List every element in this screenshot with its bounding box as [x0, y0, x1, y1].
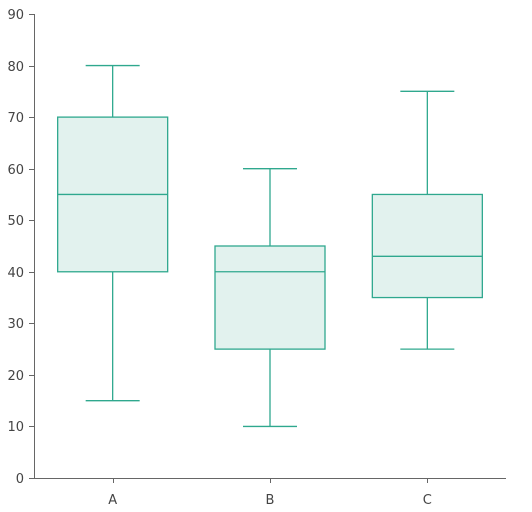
y-tick-label: 40 [7, 266, 24, 281]
y-tick-label: 30 [7, 317, 24, 332]
iqr-box [371, 193, 483, 299]
y-axis: 0 10 20 30 40 50 60 70 80 90 [7, 8, 35, 487]
box-A [57, 64, 169, 402]
y-tick-label: 60 [7, 163, 24, 178]
x-tick-label: B [266, 493, 275, 508]
y-tick-label: 90 [7, 8, 24, 23]
y-tick-label: 0 [16, 472, 24, 487]
x-axis: A B C [34, 478, 506, 508]
y-tick-label: 10 [7, 420, 24, 435]
x-tick-label: C [423, 493, 432, 508]
y-tick-label: 50 [7, 214, 24, 229]
iqr-box [214, 245, 326, 350]
plot-area [57, 64, 483, 428]
x-tick-label: A [108, 493, 117, 508]
y-tick-label: 80 [7, 60, 24, 75]
box-C [371, 90, 483, 350]
y-tick-label: 20 [7, 369, 24, 384]
box-B [214, 168, 326, 428]
y-tick-label: 70 [7, 111, 24, 126]
